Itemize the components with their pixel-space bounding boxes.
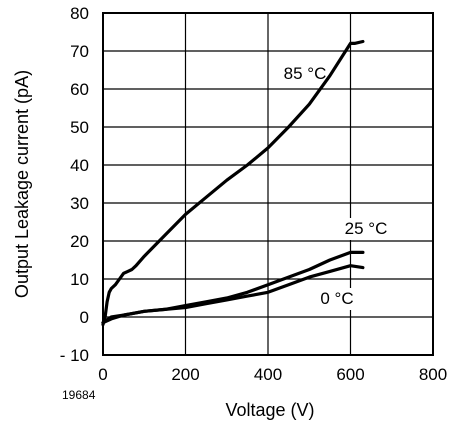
series-label-background	[309, 288, 365, 310]
grid	[103, 13, 433, 355]
x-tick-label: 600	[336, 365, 364, 384]
series-label-background	[338, 218, 394, 240]
y-tick-label: - 10	[60, 346, 89, 365]
y-tick-label: 20	[70, 232, 89, 251]
series-label: 0 °C	[320, 289, 353, 308]
series-labels: 85 °C 25 °C 0 °C	[284, 64, 394, 310]
x-axis-title: Voltage (V)	[225, 400, 314, 420]
y-tick-label: 70	[70, 42, 89, 61]
series-line	[101, 39, 365, 327]
y-axis-title: Output Leakage current (pA)	[12, 70, 32, 298]
y-tick-label: 50	[70, 118, 89, 137]
tick-labels: 0 200 400 600 800 - 10 0 10 20 30 40 50 60 70 80	[60, 4, 447, 384]
x-tick-label: 400	[254, 365, 282, 384]
plot-frame	[102, 12, 434, 356]
x-tick-label: 0	[98, 365, 107, 384]
series-label: 85 °C	[284, 64, 327, 83]
y-tick-label: 0	[80, 308, 89, 327]
y-tick-label: 10	[70, 270, 89, 289]
series-line	[101, 264, 365, 325]
x-tick-label: 800	[419, 365, 447, 384]
x-tick-label: 200	[171, 365, 199, 384]
series-label: 25 °C	[345, 219, 388, 238]
y-tick-label: 30	[70, 194, 89, 213]
y-tick-label: 80	[70, 4, 89, 23]
series-layer	[101, 39, 365, 327]
figure-number: 19684	[62, 388, 96, 402]
y-tick-label: 60	[70, 80, 89, 99]
y-tick-label: 40	[70, 156, 89, 175]
